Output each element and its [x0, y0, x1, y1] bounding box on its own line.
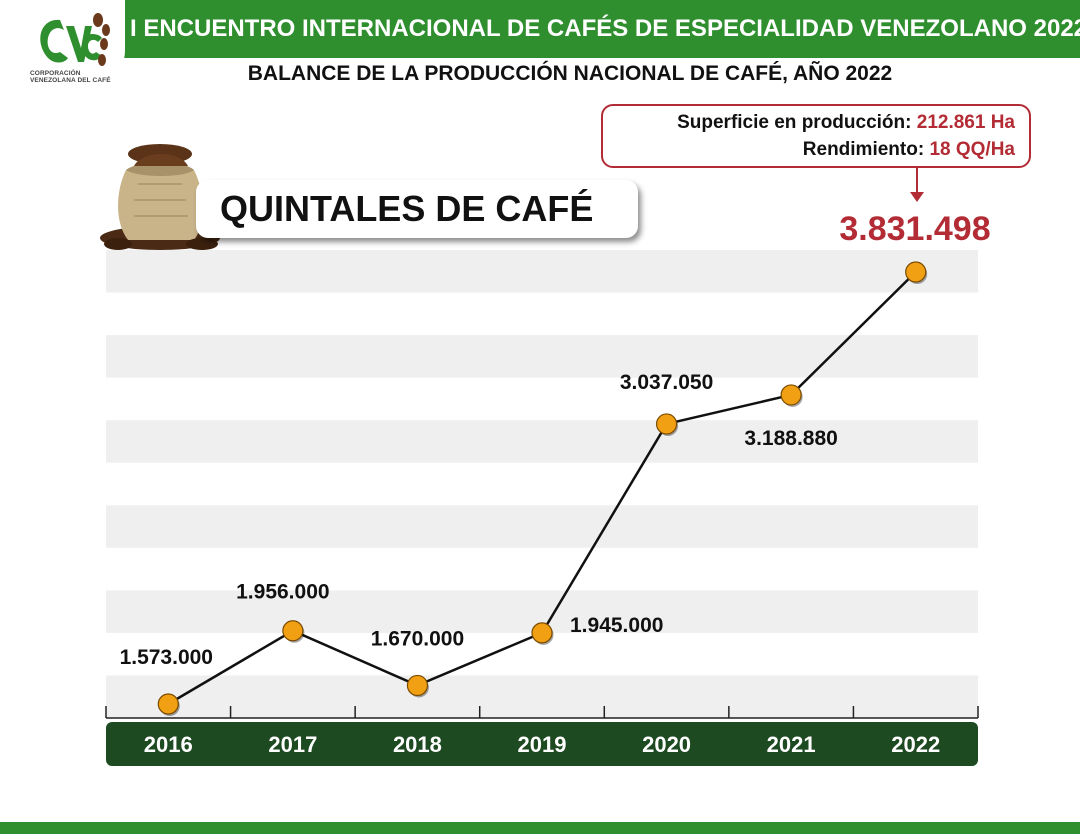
data-label: 1.573.000 — [120, 646, 213, 669]
x-tick-label: 2017 — [268, 732, 317, 757]
x-tick-label: 2018 — [393, 732, 442, 757]
data-label: 3.037.050 — [620, 371, 713, 394]
data-label: 1.956.000 — [236, 581, 329, 604]
arrow-head-icon — [910, 192, 924, 202]
logo-text: CORPORACIÓN VENEZOLANA DEL CAFÉ — [30, 70, 111, 84]
grid-band — [106, 250, 978, 293]
grid-band — [106, 420, 978, 463]
data-point — [282, 620, 304, 642]
x-tick-label: 2016 — [144, 732, 193, 757]
year-bar — [106, 722, 978, 766]
data-point — [531, 622, 553, 644]
logo: CORPORACIÓN VENEZOLANA DEL CAFÉ — [0, 0, 125, 90]
header-bar: I ENCUENTRO INTERNACIONAL DE CAFÉS DE ES… — [0, 0, 1080, 58]
grid-band — [106, 505, 978, 548]
grid-band — [106, 335, 978, 378]
data-label: 3.188.880 — [744, 427, 837, 450]
chart-title-box: QUINTALES DE CAFÉ — [196, 180, 638, 238]
x-tick-label: 2019 — [518, 732, 567, 757]
coffee-logo-icon — [40, 13, 110, 66]
data-point — [655, 413, 678, 435]
data-point — [157, 693, 179, 715]
yield-label: Rendimiento: — [802, 139, 925, 160]
subtitle: BALANCE DE LA PRODUCCIÓN NACIONAL DE CAF… — [247, 62, 893, 85]
x-tick-label: 2022 — [891, 732, 940, 757]
header-title: I ENCUENTRO INTERNACIONAL DE CAFÉS DE ES… — [130, 15, 1080, 42]
data-label: 1.945.000 — [570, 614, 663, 637]
data-label: 1.670.000 — [371, 627, 464, 650]
data-point — [780, 384, 802, 406]
data-point — [905, 261, 927, 283]
coffee-sack-icon — [100, 144, 220, 250]
highlight-value: 3.831.498 — [839, 210, 991, 248]
x-tick-label: 2021 — [767, 732, 816, 757]
grid-band — [106, 675, 978, 718]
surface-label: Superficie en producción: — [677, 112, 912, 133]
chart-title: QUINTALES DE CAFÉ — [220, 188, 594, 229]
data-point — [406, 674, 429, 697]
info-box: Superficie en producción: 212.861 Ha Ren… — [601, 104, 1031, 168]
surface-line: Superficie en producción: 212.861 Ha — [677, 112, 1015, 134]
x-tick-label: 2020 — [642, 732, 691, 757]
surface-value: 212.861 Ha — [916, 112, 1015, 133]
footer-bar — [0, 822, 1080, 834]
yield-value: 18 QQ/Ha — [929, 139, 1015, 160]
yield-line: Rendimiento: 18 QQ/Ha — [803, 139, 1015, 161]
arrow-down-icon — [916, 168, 918, 194]
